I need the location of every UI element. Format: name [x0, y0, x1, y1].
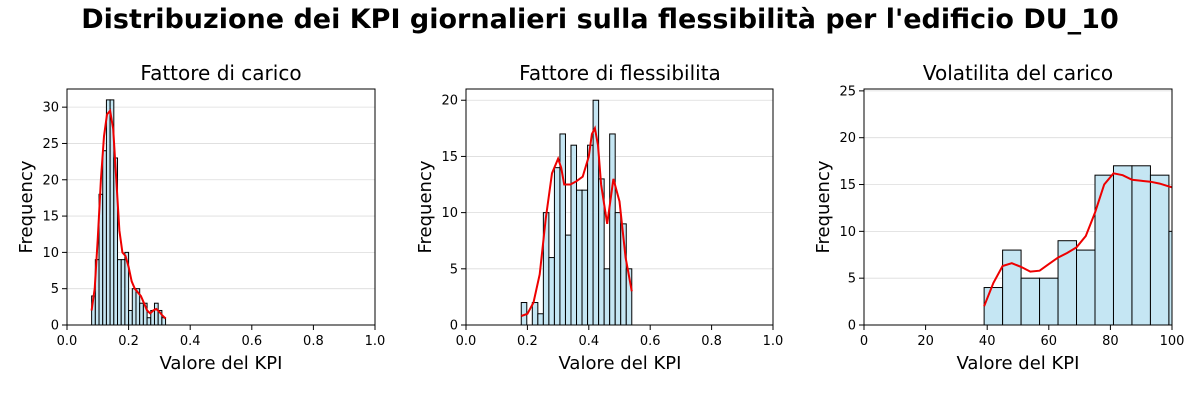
histogram-bar: [142, 302, 148, 325]
x-tick-label: 0.2: [118, 334, 139, 349]
kde-layer: [520, 125, 633, 317]
y-axis-label: Frequency: [415, 160, 436, 253]
y-tick-label: 25: [839, 84, 856, 99]
histogram-bar: [1039, 277, 1059, 325]
x-tick-label: 20: [917, 334, 934, 349]
y-tick-label: 10: [42, 246, 59, 261]
kde-layer: [983, 172, 1172, 307]
histogram-bar: [1002, 249, 1022, 325]
histogram-bar: [128, 309, 133, 325]
figure-suptitle: Distribuzione dei KPI giornalieri sulla …: [81, 4, 1119, 35]
x-axis-label: Valore del KPI: [160, 353, 283, 374]
x-tick-label: 0.6: [241, 334, 262, 349]
y-tick-label: 15: [441, 150, 458, 165]
kde-curve: [520, 125, 633, 317]
x-tick-label: 0.0: [57, 334, 78, 349]
histogram-bar: [564, 234, 572, 325]
histogram-bar: [102, 150, 107, 325]
histogram-bar: [609, 133, 616, 325]
histogram-bar: [124, 251, 130, 325]
x-tick-label: 0.8: [701, 334, 722, 349]
histogram-bar: [1149, 174, 1170, 325]
y-tick-label: 5: [51, 282, 59, 297]
histogram-bar: [117, 259, 122, 325]
subplot-title: Fattore di flessibilita: [519, 61, 721, 85]
histogram-bar: [1020, 277, 1041, 325]
histogram-bars: [520, 99, 633, 325]
histogram-bar: [531, 302, 539, 325]
x-tick-label: 80: [1102, 334, 1119, 349]
histogram-bar: [1168, 230, 1172, 325]
subplot-load-factor: Fattore di carico Valore del KPI Frequen…: [16, 61, 385, 374]
subplot-title: Fattore di carico: [140, 61, 301, 85]
x-axis-label: Valore del KPI: [559, 353, 682, 374]
x-axis-label: Valore del KPI: [957, 353, 1080, 374]
x-tick-label: 0.4: [578, 334, 599, 349]
histogram-bar: [553, 167, 561, 325]
x-tick-label: 0: [860, 334, 868, 349]
x-tick-label: 0.2: [517, 334, 538, 349]
histogram-bar: [1076, 249, 1096, 325]
y-axis-label: Frequency: [16, 160, 37, 253]
y-tick-label: 10: [839, 225, 856, 240]
histogram-bar: [120, 259, 126, 325]
y-tick-label: 10: [441, 206, 458, 221]
y-tick-label: 25: [42, 137, 59, 152]
histogram-bar: [548, 257, 555, 325]
kde-curve: [983, 172, 1172, 307]
y-tick-label: 0: [51, 319, 59, 334]
subplot-title: Volatilita del carico: [923, 61, 1113, 85]
y-tick-label: 20: [441, 94, 458, 109]
histogram-bar: [153, 302, 159, 325]
histogram-bar: [603, 268, 611, 325]
histogram-bar: [105, 99, 111, 325]
x-tick-label: 0.4: [180, 334, 201, 349]
y-axis-label: Frequency: [813, 160, 834, 253]
histogram-bar: [614, 212, 622, 325]
x-tick-label: 1.0: [763, 334, 784, 349]
histogram-bars: [983, 165, 1172, 325]
kde-layer: [90, 108, 167, 320]
subplot-load-volatility: Volatilita del carico Valore del KPI Fre…: [813, 61, 1185, 374]
axes-frame: [863, 88, 1173, 326]
y-tick-label: 20: [42, 173, 59, 188]
histogram-bar: [139, 302, 144, 325]
y-tick-label: 0: [848, 319, 856, 334]
histogram-bar: [576, 189, 583, 325]
histogram-bar: [146, 317, 152, 325]
y-tick-label: 5: [848, 272, 856, 287]
axes-frame: [66, 88, 376, 326]
y-tick-label: 15: [42, 210, 59, 225]
subplot-flexibility-factor: Fattore di flessibilita Valore del KPI F…: [415, 61, 783, 374]
y-tick-label: 15: [839, 178, 856, 193]
x-tick-label: 0.6: [640, 334, 661, 349]
x-tick-label: 0.0: [456, 334, 477, 349]
histogram-bar: [587, 144, 594, 325]
x-tick-label: 100: [1160, 334, 1185, 349]
axes-frame: [465, 88, 774, 326]
x-tick-label: 0.8: [303, 334, 324, 349]
histogram-bar: [983, 287, 1004, 325]
histogram-bar: [1131, 165, 1151, 325]
histogram-bar: [537, 313, 544, 325]
histogram-bar: [131, 288, 137, 325]
x-tick-label: 40: [979, 334, 996, 349]
histogram-bar: [1094, 174, 1114, 325]
histogram-bar: [581, 189, 589, 325]
histogram-bar: [559, 133, 566, 325]
y-tick-label: 20: [839, 131, 856, 146]
y-tick-label: 30: [42, 101, 59, 116]
histogram-bar: [1112, 165, 1133, 325]
x-tick-label: 1.0: [365, 334, 386, 349]
histogram-bars: [91, 99, 167, 325]
histogram-bar: [570, 144, 578, 325]
x-tick-label: 60: [1041, 334, 1058, 349]
y-tick-label: 5: [450, 262, 458, 277]
kde-curve: [90, 108, 167, 320]
y-tick-label: 0: [450, 319, 458, 334]
